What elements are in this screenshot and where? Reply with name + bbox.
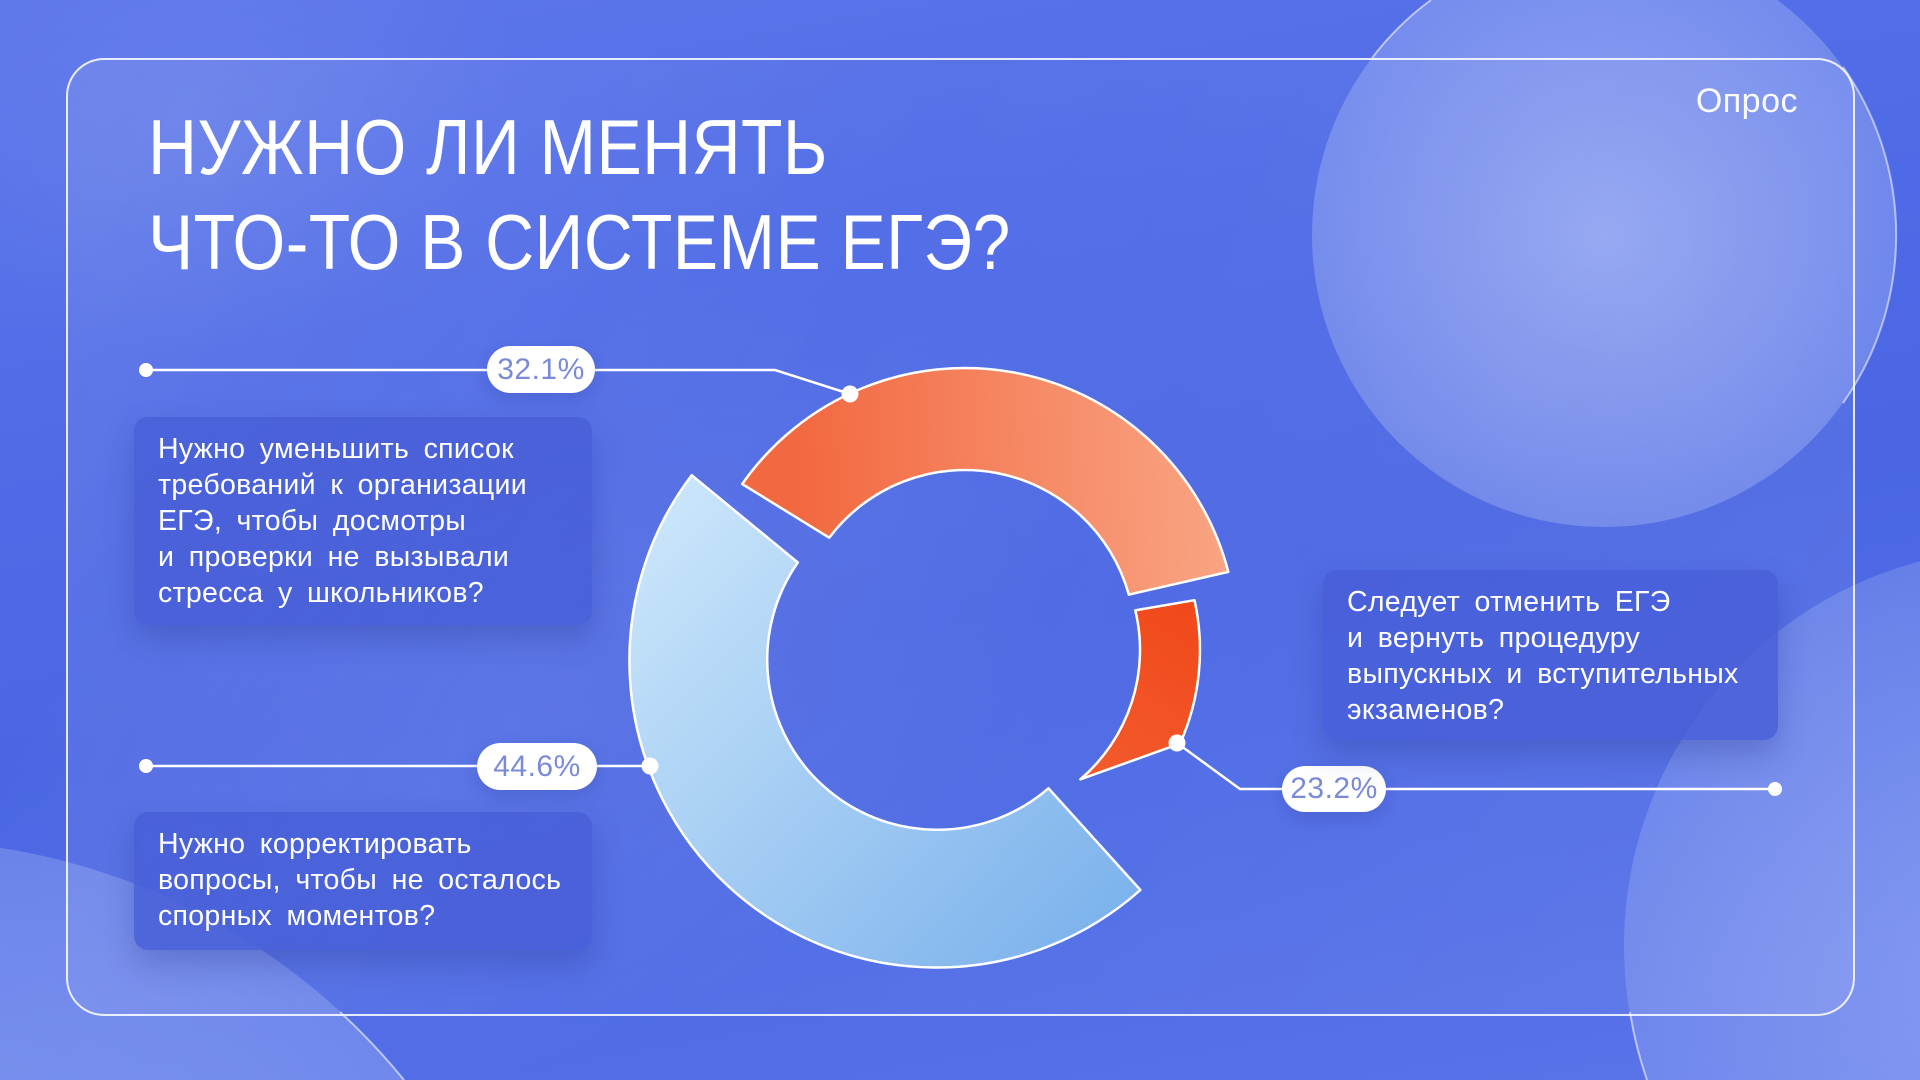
answer-box-reduce-requirements: Нужно уменьшить список требований к орга…	[134, 417, 592, 625]
percent-pill-23.2: 23.2%	[1282, 766, 1386, 812]
page-title: НУЖНО ЛИ МЕНЯТЬ ЧТО-ТО В СИСТЕМЕ ЕГЭ?	[148, 100, 1011, 290]
decor-arc-right	[1842, 66, 1898, 404]
connector-dot-23.2-label-end	[1768, 782, 1782, 796]
answer-box-fix-questions: Нужно корректировать вопросы, чтобы не о…	[134, 812, 592, 950]
answer-line: и проверки не вызывали	[158, 541, 510, 573]
answer-line: выпускных и вступительных	[1347, 658, 1739, 690]
answer-line: Нужно уменьшить список	[158, 433, 514, 465]
answer-line: Следует отменить ЕГЭ	[1347, 586, 1671, 618]
survey-badge: Опрос	[1695, 82, 1798, 120]
connector-dot-32.1-label-end	[139, 363, 153, 377]
connector-line-32.1	[146, 368, 851, 396]
connector-line-23.2	[1176, 741, 1775, 791]
donut-segment-fix-questions-44.6	[628, 473, 1142, 969]
page-title-line-1: НУЖНО ЛИ МЕНЯТЬ	[148, 103, 828, 191]
connector-dot-32.1-segment-end	[841, 385, 859, 403]
percent-pill-32.1: 32.1%	[487, 346, 595, 393]
answer-line: вопросы, чтобы не осталось	[158, 864, 562, 896]
answer-line: экзаменов?	[1347, 694, 1505, 726]
answer-line: спорных моментов?	[158, 900, 436, 932]
decor-arc-top	[1371, 0, 1432, 59]
decor-arc-bottom-right	[1629, 1011, 1648, 1080]
answer-line: ЕГЭ, чтобы досмотры	[158, 505, 467, 537]
connector-dot-23.2-segment-end	[1168, 734, 1186, 752]
donut-segment-reduce-requirements-32.1	[740, 366, 1230, 596]
decor-arc-bottom-left	[339, 1011, 405, 1080]
answer-box-cancel-ege: Следует отменить ЕГЭ и вернуть процедуру…	[1323, 570, 1778, 740]
connector-dot-44.6-segment-end	[641, 757, 659, 775]
donut-segment-cancel-ege-23.2	[1079, 598, 1202, 781]
answer-line: и вернуть процедуру	[1347, 622, 1641, 654]
answer-line: стресса у школьников?	[158, 577, 484, 609]
answer-line: требований к организации	[158, 469, 527, 501]
percent-pill-44.6: 44.6%	[477, 743, 597, 790]
connector-dot-44.6-label-end	[139, 759, 153, 773]
decor-arcs	[339, 0, 1898, 1080]
page-title-line-2: ЧТО-ТО В СИСТЕМЕ ЕГЭ?	[148, 198, 1011, 286]
answer-line: Нужно корректировать	[158, 828, 472, 860]
